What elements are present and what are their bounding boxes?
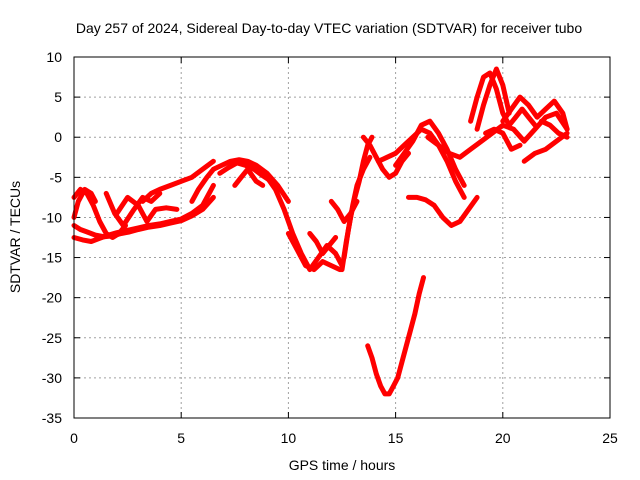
grid: [74, 57, 610, 418]
x-tick-label: 15: [388, 430, 404, 446]
series-line-23: [474, 66, 512, 132]
y-tick-label: -15: [42, 250, 62, 266]
series-line-15: [328, 198, 360, 224]
y-tick-label: 5: [54, 89, 62, 105]
series-line-4: [103, 190, 163, 228]
series-line-5: [114, 194, 180, 224]
y-tick-label: -5: [50, 169, 63, 185]
y-tick-label: -35: [42, 410, 62, 426]
series-line-10: [264, 174, 345, 273]
series-line-16: [360, 134, 411, 180]
series-line-6: [140, 158, 216, 204]
y-tick-label: -30: [42, 370, 62, 386]
x-tick-label: 10: [281, 430, 297, 446]
series-line-26: [521, 130, 570, 164]
y-tick-label: -20: [42, 290, 62, 306]
x-tick-label: 25: [602, 430, 618, 446]
x-tick-label: 5: [177, 430, 185, 446]
series-line-11: [285, 231, 343, 273]
data-series: [71, 66, 570, 397]
series-line-28: [538, 118, 570, 140]
x-tick-label: 20: [495, 430, 511, 446]
series-line-27: [483, 126, 523, 152]
x-axis-label: GPS time / hours: [289, 457, 396, 473]
series-line-9: [232, 166, 266, 188]
series-line-12: [307, 231, 339, 256]
series-line-19: [425, 122, 516, 160]
series-line-20: [406, 194, 480, 228]
y-axis-label: SDTVAR / TECUs: [7, 181, 23, 293]
chart-title: Day 257 of 2024, Sidereal Day-to-day VTE…: [76, 20, 583, 36]
series-line-1: [71, 194, 216, 240]
y-tick-label: -10: [42, 209, 62, 225]
series-line-24: [500, 94, 570, 132]
series-line-22: [468, 70, 538, 128]
series-line-8: [217, 160, 274, 184]
series-line-7: [189, 157, 291, 204]
y-tick-label: -25: [42, 330, 62, 346]
series-line-3: [71, 186, 98, 220]
y-tick-label: 0: [54, 129, 62, 145]
x-tick-label: 0: [70, 430, 78, 446]
plot-frame: [73, 56, 611, 419]
series-line-14: [341, 154, 373, 261]
series-line-21: [365, 275, 426, 397]
y-tick-label: 10: [46, 49, 62, 65]
series-line-18: [393, 118, 467, 188]
